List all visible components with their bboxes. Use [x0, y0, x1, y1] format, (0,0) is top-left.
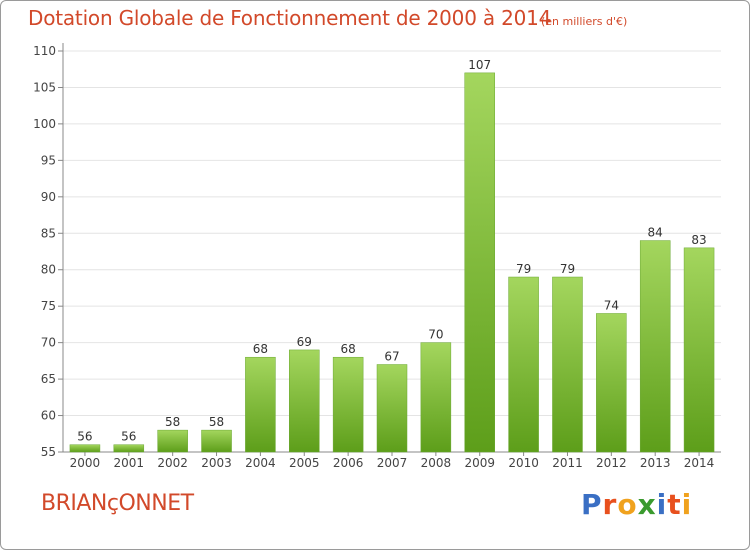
- y-tick-label: 70: [41, 336, 56, 350]
- labels: 56 2000 56 2001 58 2002 58 2003 68 2004 69 2005 68 20…: [70, 58, 715, 470]
- data-label-2003: 58: [209, 415, 224, 429]
- y-tick-label: 105: [33, 80, 56, 94]
- proxiti-logo[interactable]: Proxiti: [581, 488, 692, 521]
- logo-letter: r: [602, 488, 618, 521]
- data-label-2002: 58: [165, 415, 180, 429]
- y-tick-label: 110: [33, 44, 56, 58]
- x-tick-label-2004: 2004: [245, 456, 276, 470]
- commune-name: BRIANçONNET: [41, 491, 194, 516]
- x-tick-label-2009: 2009: [464, 456, 495, 470]
- x-tick-label-2012: 2012: [596, 456, 627, 470]
- x-tick-label-2000: 2000: [70, 456, 101, 470]
- data-label-2007: 67: [384, 350, 399, 364]
- data-label-2005: 69: [297, 335, 312, 349]
- y-tick-label: 85: [41, 226, 56, 240]
- bar-2010: [508, 276, 539, 453]
- bar-2006: [332, 356, 364, 453]
- bar-2011: [552, 276, 583, 453]
- x-tick-label-2005: 2005: [289, 456, 320, 470]
- data-label-2008: 70: [428, 328, 443, 342]
- data-label-2013: 84: [648, 226, 663, 240]
- y-tick-label: 60: [41, 409, 56, 423]
- data-label-2014: 83: [691, 233, 706, 247]
- logo-letter: i: [656, 488, 668, 521]
- chart-subtitle: (en milliers d'€): [541, 15, 628, 28]
- bar-2005: [289, 349, 320, 453]
- data-label-2011: 79: [560, 262, 575, 276]
- y-tick-label: 65: [41, 372, 56, 386]
- chart-title: Dotation Globale de Fonctionnement de 20…: [28, 6, 552, 30]
- bar-2007: [376, 364, 408, 453]
- x-tick-label-2002: 2002: [157, 456, 188, 470]
- y-tick-label: 75: [41, 299, 56, 313]
- logo-letter: t: [667, 488, 682, 521]
- bar-2013: [639, 240, 671, 453]
- data-label-2000: 56: [77, 430, 92, 444]
- y-tick-label: 95: [41, 153, 56, 167]
- bar-2002: [157, 429, 188, 453]
- bar-2008: [420, 342, 452, 453]
- data-label-2004: 68: [253, 342, 268, 356]
- bars: [69, 72, 715, 453]
- x-tick-label-2014: 2014: [684, 456, 715, 470]
- x-tick-label-2013: 2013: [640, 456, 671, 470]
- bar-2003: [201, 429, 232, 453]
- y-tick-label: 55: [41, 445, 56, 459]
- logo-letter: o: [617, 488, 638, 521]
- x-tick-label-2007: 2007: [377, 456, 408, 470]
- bar-2001: [113, 444, 145, 453]
- logo-letter: i: [681, 488, 693, 521]
- bar-2012: [596, 313, 627, 453]
- bar-2014: [683, 247, 715, 453]
- y-tick-label: 100: [33, 117, 56, 131]
- bar-2000: [69, 444, 101, 453]
- x-tick-label-2008: 2008: [421, 456, 452, 470]
- data-label-2010: 79: [516, 262, 531, 276]
- x-tick-label-2006: 2006: [333, 456, 364, 470]
- data-label-2009: 107: [468, 58, 491, 72]
- bar-2004: [245, 356, 276, 453]
- y-tick-label: 80: [41, 263, 56, 277]
- logo-letter: x: [637, 488, 657, 521]
- data-label-2001: 56: [121, 430, 136, 444]
- x-tick-label-2011: 2011: [552, 456, 583, 470]
- y-tick-label: 90: [41, 190, 56, 204]
- data-label-2012: 74: [604, 298, 619, 312]
- x-tick-label-2003: 2003: [201, 456, 232, 470]
- logo-letter: P: [581, 488, 603, 521]
- x-tick-label-2001: 2001: [114, 456, 145, 470]
- data-label-2006: 68: [340, 342, 355, 356]
- x-tick-label-2010: 2010: [508, 456, 539, 470]
- bar-2009: [464, 72, 495, 453]
